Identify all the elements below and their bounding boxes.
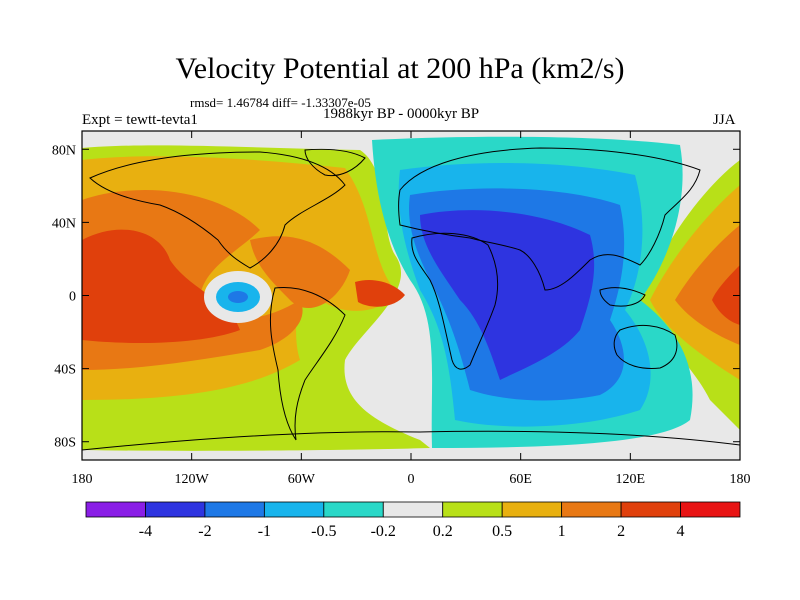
lon-tick-label: 60W xyxy=(288,472,316,487)
negative-cell-pacific-core xyxy=(228,291,248,303)
positive-contour-2 xyxy=(82,229,240,343)
lon-tick-label: 0 xyxy=(408,472,415,487)
latitude-axis: 80N 40N 0 40S 80S xyxy=(52,143,740,451)
contour-field xyxy=(82,131,740,460)
colorbar-swatch xyxy=(145,501,206,518)
colorbar-swatch xyxy=(442,501,503,518)
lat-tick-label: 40N xyxy=(52,216,76,231)
lat-tick-label: 80N xyxy=(52,143,76,158)
greenland-coast xyxy=(304,148,366,177)
colorbar-label: -1 xyxy=(258,523,271,540)
colorbar-label: -0.5 xyxy=(311,523,336,540)
lat-tick-label: 80S xyxy=(54,436,76,451)
antarctica-coast xyxy=(82,430,740,451)
stats-text: rmsd= 1.46784 diff= -1.33307e-05 xyxy=(190,95,371,110)
colorbar-swatch xyxy=(501,501,563,518)
colorbar-label: -4 xyxy=(139,523,152,540)
positive-contour-2-atlantic xyxy=(355,279,405,307)
colorbar-swatch xyxy=(620,501,681,518)
colorbar-swatch xyxy=(263,501,325,518)
lon-tick-label: 120E xyxy=(616,472,646,487)
positive-contour-1-atlantic xyxy=(250,236,350,309)
lon-tick-label: 120W xyxy=(175,472,210,487)
lon-tick-label: 180 xyxy=(72,472,93,487)
colorbar-label: 1 xyxy=(558,523,566,540)
colorbar: -4 -2 -1 -0.5 -0.2 0.2 0.5 1 2 4 xyxy=(85,501,741,540)
colorbar-swatch xyxy=(382,501,444,518)
colorbar-label: 2 xyxy=(617,523,625,540)
colorbar-label: 0.2 xyxy=(433,523,453,540)
lon-tick-label: 180 xyxy=(730,472,751,487)
colorbar-label: 0.5 xyxy=(492,523,512,540)
positive-contour-2-east xyxy=(712,265,740,325)
plot-title: Velocity Potential at 200 hPa (km2/s) xyxy=(175,52,625,85)
colorbar-swatch xyxy=(204,501,265,518)
colorbar-swatch xyxy=(85,501,146,518)
negative-contour-2 xyxy=(420,210,595,380)
maritime-continent-coast xyxy=(599,287,646,307)
colorbar-label: 4 xyxy=(677,523,685,540)
experiment-label: Expt = tewtt-tevta1 xyxy=(82,112,198,128)
season-label: JJA xyxy=(713,112,736,128)
colorbar-swatch xyxy=(680,501,741,518)
colorbar-label: -2 xyxy=(198,523,211,540)
africa-coast xyxy=(411,232,499,370)
lat-tick-label: 40S xyxy=(54,363,76,378)
lon-tick-label: 60E xyxy=(509,472,532,487)
colorbar-label: -0.2 xyxy=(371,523,396,540)
period-label: 1988kyr BP - 0000kyr BP xyxy=(323,106,480,122)
colorbar-swatch xyxy=(561,501,622,518)
colorbar-swatch xyxy=(323,501,384,518)
eurasia-coast xyxy=(398,147,701,291)
lat-tick-label: 0 xyxy=(69,290,76,305)
north-america-coast xyxy=(89,151,346,269)
longitude-axis: 180 120W 60W 0 60E 120E 180 xyxy=(72,131,751,487)
coastlines xyxy=(82,147,740,451)
south-america-coast xyxy=(269,286,346,441)
australia-coast xyxy=(613,324,678,369)
